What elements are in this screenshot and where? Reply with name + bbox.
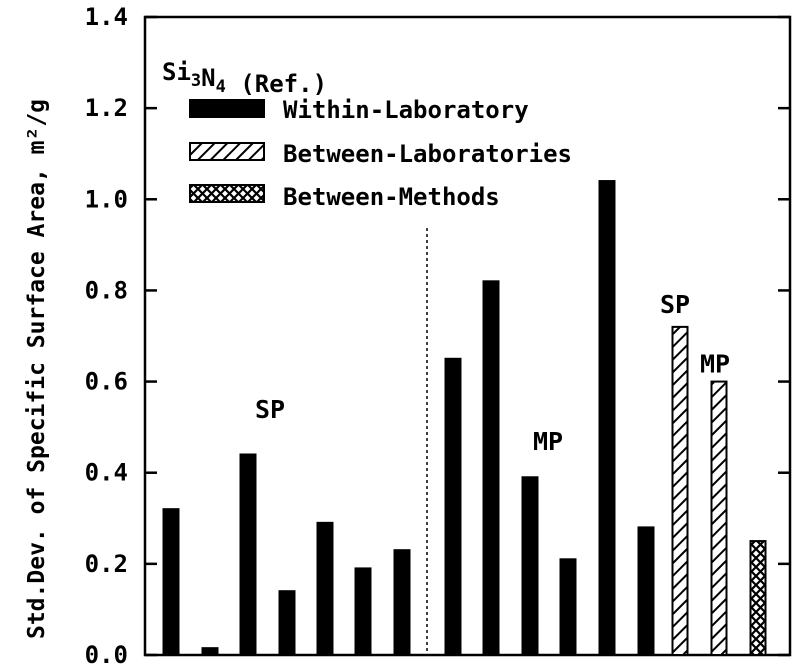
y-tick-label: 0.2 [85, 550, 128, 578]
plot-frame [143, 15, 792, 657]
bar-within-laboratory-6 [354, 567, 372, 657]
y-tick-label: 0.8 [85, 276, 128, 304]
bar-within-laboratory-10 [521, 476, 539, 656]
legend-label-within-laboratory: Within-Laboratory [283, 96, 529, 124]
legend: Si3N4 (Ref.) Within-Laboratory Between-L… [162, 58, 572, 211]
y-tick-label: 0.6 [85, 368, 128, 396]
y-tick-label: 0.0 [85, 641, 128, 666]
annotation-mp-2: MP [533, 427, 563, 456]
legend-label-between-methods: Between-Methods [283, 183, 500, 211]
bar-within-laboratory-2 [201, 647, 219, 657]
y-axis-label: Std.Dev. of Specific Surface Area, m²/g [24, 99, 50, 639]
bar-within-laboratory-8 [444, 357, 462, 656]
bar-within-laboratory-3 [239, 453, 257, 656]
y-axis: 0.0 0.2 0.4 0.6 0.8 1.0 1.2 1.4 [85, 3, 790, 666]
bar-within-laboratory-7 [393, 549, 411, 657]
legend-swatch-within-laboratory [189, 99, 265, 118]
bar-within-laboratory-13 [637, 526, 655, 657]
plot-border [143, 15, 792, 657]
legend-swatch-between-methods [189, 184, 265, 203]
bar-between-laboratories-1 [671, 325, 689, 656]
bar-within-laboratory-11 [559, 558, 577, 656]
y-tick-label: 1.2 [85, 94, 128, 122]
bar-within-laboratory-5 [316, 521, 334, 656]
annotation-sp-1: SP [255, 395, 285, 424]
bar-between-methods-1 [749, 540, 767, 656]
bar-between-laboratories-2 [710, 380, 728, 656]
legend-swatch-between-laboratories [189, 142, 265, 161]
legend-title: Si3N4 (Ref.) [162, 58, 327, 98]
y-tick-label: 1.0 [85, 185, 128, 213]
annotations: SP MP SP MP [255, 290, 730, 456]
legend-label-between-laboratories: Between-Laboratories [283, 140, 572, 168]
bar-within-laboratory-9 [482, 280, 500, 656]
bar-within-laboratory-1 [162, 508, 180, 656]
y-tick-label: 1.4 [85, 3, 128, 31]
annotation-sp-3: SP [660, 290, 690, 319]
bars [162, 180, 767, 657]
bar-within-laboratory-4 [278, 590, 296, 657]
annotation-mp-4: MP [700, 349, 730, 378]
y-tick-label: 0.4 [85, 459, 128, 487]
bar-within-laboratory-12 [598, 180, 616, 657]
